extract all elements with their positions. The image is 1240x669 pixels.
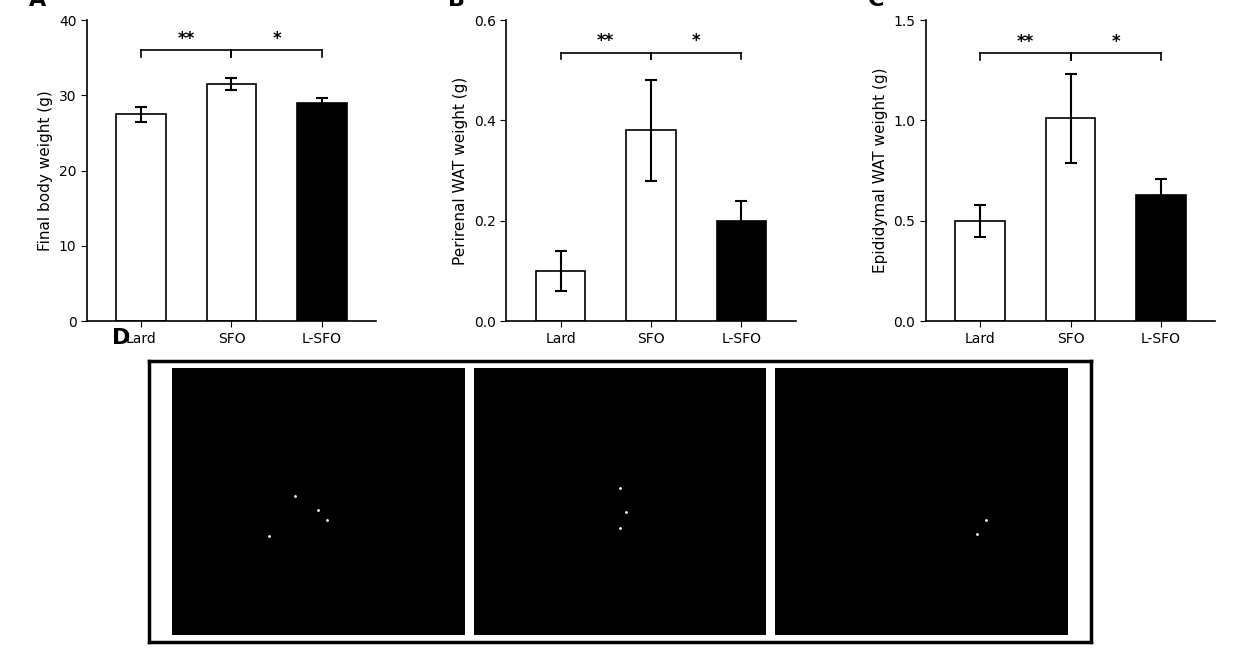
Text: C: C [868,0,884,10]
Bar [955,221,1004,321]
Bar [1045,118,1095,321]
Text: A: A [29,0,46,10]
Bar [298,103,347,321]
Bar [775,368,1068,636]
Text: **: ** [177,29,195,47]
Text: **: ** [598,32,614,50]
Text: **: ** [1017,33,1034,51]
Bar [717,221,766,321]
Bar [117,114,166,321]
Text: B: B [449,0,465,10]
Text: *: * [273,29,281,47]
Y-axis label: Perirenal WAT weight (g): Perirenal WAT weight (g) [454,76,469,265]
Text: *: * [692,32,701,50]
Y-axis label: Final body weight (g): Final body weight (g) [38,90,53,251]
Bar [207,84,257,321]
Bar [172,368,465,636]
Bar [474,368,766,636]
Y-axis label: Epididymal WAT weight (g): Epididymal WAT weight (g) [873,68,888,274]
Text: *: * [1111,33,1120,51]
Bar [626,130,676,321]
Bar [1136,195,1185,321]
Text: D: D [112,328,130,348]
Bar [536,271,585,321]
